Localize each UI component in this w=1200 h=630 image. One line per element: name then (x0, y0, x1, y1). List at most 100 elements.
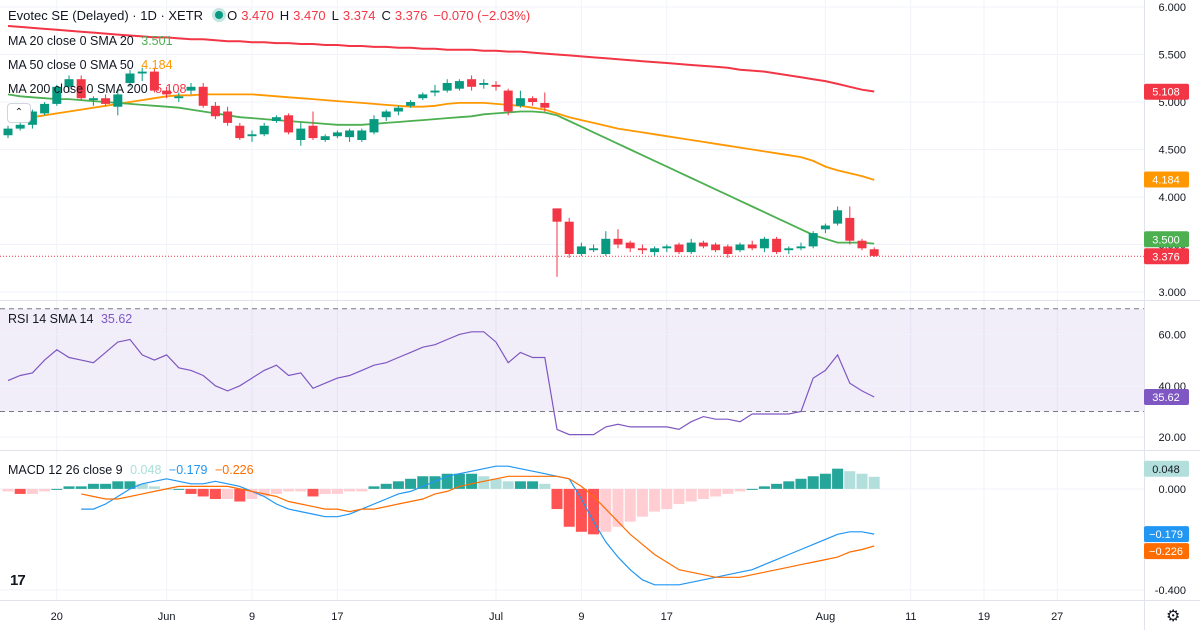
candle[interactable] (64, 75, 74, 93)
candle[interactable] (235, 122, 245, 140)
ma20-legend[interactable]: MA 20 close 0 SMA 20 3.501 (8, 33, 177, 49)
candle-body (723, 246, 733, 254)
candle[interactable] (40, 102, 50, 116)
candle[interactable] (284, 113, 294, 135)
candle[interactable] (125, 69, 135, 87)
candle[interactable] (601, 231, 611, 256)
candle[interactable] (174, 92, 184, 103)
candle[interactable] (479, 79, 489, 89)
candle[interactable] (137, 67, 147, 82)
macd-line (81, 465, 875, 586)
gear-icon[interactable]: ⚙ (1166, 608, 1181, 625)
candle-body (686, 242, 696, 253)
candle[interactable] (454, 79, 464, 91)
candle[interactable] (491, 81, 501, 91)
ma200-legend[interactable]: MA 200 close 0 SMA 200 5.108 (8, 81, 190, 97)
candle[interactable] (296, 122, 306, 146)
candle[interactable] (186, 83, 196, 95)
candle-body (735, 244, 745, 251)
candle[interactable] (418, 92, 428, 101)
candle[interactable] (833, 206, 843, 226)
candle[interactable] (625, 240, 635, 253)
candle[interactable] (540, 92, 550, 112)
candle[interactable] (101, 94, 111, 106)
candle[interactable] (430, 84, 440, 97)
candle[interactable] (381, 109, 391, 121)
candle[interactable] (515, 90, 525, 108)
candle[interactable] (674, 242, 684, 254)
candle[interactable] (747, 240, 757, 251)
candle[interactable] (503, 88, 513, 116)
tradingview-logo-icon[interactable]: 17 (10, 572, 26, 589)
candle[interactable] (528, 96, 538, 106)
candle[interactable] (576, 242, 586, 256)
candle[interactable] (3, 125, 13, 139)
candle[interactable] (735, 242, 745, 253)
candle[interactable] (637, 244, 647, 255)
candle[interactable] (650, 246, 660, 256)
rsi-legend[interactable]: RSI 14 SMA 14 35.62 (8, 311, 136, 327)
candle[interactable] (759, 236, 769, 253)
candle[interactable] (332, 130, 342, 139)
price-tick-label: 4.500 (1158, 145, 1186, 157)
candle[interactable] (308, 111, 318, 141)
candle[interactable] (162, 86, 172, 99)
ma50-label: MA 50 close 0 SMA 50 (8, 58, 134, 72)
candle[interactable] (357, 128, 367, 142)
candle-body (833, 210, 843, 224)
candle-body (223, 111, 233, 123)
candle[interactable] (198, 83, 208, 108)
candle[interactable] (564, 217, 574, 258)
candle[interactable] (796, 242, 806, 251)
candle[interactable] (271, 115, 281, 123)
chevron-up-icon[interactable]: ⌃ (7, 103, 31, 123)
symbol-legend[interactable]: Evotec SE (Delayed) · 1D · XETR O 3.470 H 3.… (8, 8, 536, 24)
price-tick-label: 5.500 (1158, 50, 1186, 62)
candle[interactable] (784, 246, 794, 254)
candle[interactable] (27, 109, 37, 129)
candle[interactable] (76, 75, 86, 101)
rsi-tick-label: 20.00 (1158, 432, 1186, 444)
rsi-value: 35.62 (100, 312, 133, 326)
candle-body (27, 111, 37, 125)
candle[interactable] (698, 240, 708, 249)
candle[interactable] (552, 208, 562, 277)
macd-legend[interactable]: MACD 12 26 close 9 0.048 −0.179 −0.226 (8, 462, 258, 478)
ma50-legend[interactable]: MA 50 close 0 SMA 50 4.184 (8, 57, 177, 73)
candle[interactable] (772, 236, 782, 254)
high-key: H (279, 8, 290, 23)
macd-signal-line (81, 475, 875, 578)
candle[interactable] (259, 122, 269, 137)
candle[interactable] (247, 130, 257, 142)
time-tick-label: Jul (489, 611, 503, 623)
candle[interactable] (845, 206, 855, 245)
candle[interactable] (320, 134, 330, 142)
candle[interactable] (857, 238, 867, 251)
candle[interactable] (662, 244, 672, 253)
candle[interactable] (808, 231, 818, 249)
ma50-line (7, 93, 875, 181)
candle[interactable] (369, 115, 379, 135)
candle-body (625, 242, 635, 249)
candle[interactable] (52, 84, 62, 106)
candle[interactable] (210, 102, 220, 120)
candle[interactable] (113, 90, 123, 116)
candle[interactable] (345, 128, 355, 142)
candle[interactable] (820, 223, 830, 234)
candle[interactable] (393, 105, 403, 116)
candle[interactable] (711, 242, 721, 253)
macd-histogram-bar (246, 488, 258, 499)
candle[interactable] (869, 247, 879, 257)
time-tick-label: 9 (578, 611, 584, 623)
candle[interactable] (223, 106, 233, 126)
candle[interactable] (406, 100, 416, 108)
candle[interactable] (723, 244, 733, 258)
candle[interactable] (589, 244, 599, 253)
candle[interactable] (467, 75, 477, 91)
candle[interactable] (442, 79, 452, 93)
candle[interactable] (613, 229, 623, 249)
candle[interactable] (149, 67, 159, 93)
candle[interactable] (686, 238, 696, 254)
candle[interactable] (88, 96, 98, 106)
